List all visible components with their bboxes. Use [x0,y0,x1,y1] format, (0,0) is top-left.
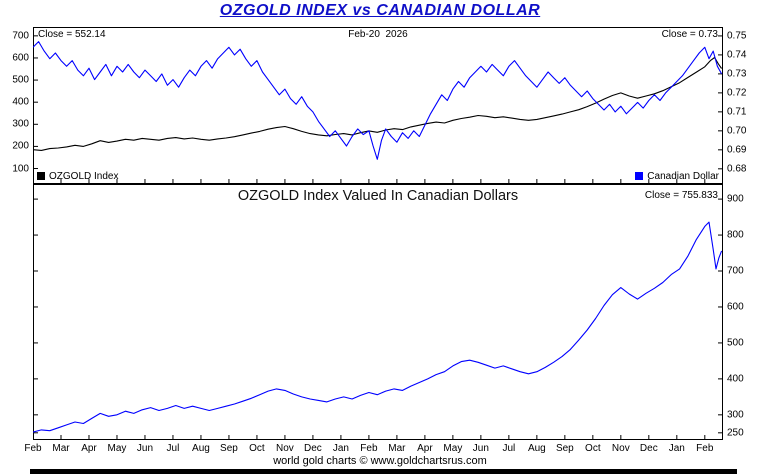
y-axis-tick-label-left: 100 [12,163,29,175]
legend-label-ozgold: OZGOLD Index [49,170,119,182]
top-chart-plot [33,27,723,184]
x-axis-tick-label: Jul [166,443,180,454]
y-axis-tick-label-right: 700 [727,265,744,277]
x-axis-tick-label: Sep [555,443,574,454]
x-axis-tick-label: May [443,443,463,454]
bottom-chart-plot [33,184,723,440]
bottom-chart-title: OZGOLD Index Valued In Canadian Dollars [237,188,519,204]
bottom-chart-panel: OZGOLD Index Valued In Canadian Dollars … [33,184,723,440]
x-axis-tick-label: Dec [639,443,658,454]
x-axis-tick-label: Mar [388,443,406,454]
x-axis-tick-label: Jun [136,443,154,454]
y-axis-tick-label-right: 0.74 [727,49,747,61]
top-close-right-annotation: Close = 0.73 [661,29,718,40]
x-axis-tick-label: Jul [502,443,516,454]
x-axis-tick-label: Oct [585,443,601,454]
y-axis-tick-label-right: 0.69 [727,144,747,156]
bottom-close-annotation: Close = 755.833 [644,190,718,201]
top-close-left-annotation: Close = 552.14 [38,29,106,40]
y-axis-tick-label-left: 700 [12,30,29,42]
y-axis-tick-label-right: 300 [727,409,744,421]
x-axis-tick-label: Aug [527,443,546,454]
y-axis-tick-label-left: 600 [12,52,29,64]
page-title: OZGOLD INDEX vs CANADIAN DOLLAR [219,2,541,19]
footer-credit: world gold charts © www.goldchartsrus.co… [273,455,487,467]
x-axis-tick-label: Jun [472,443,489,454]
legend-item-cad: Canadian Dollar [635,171,719,182]
y-axis-tick-label-right: 800 [727,229,744,241]
x-axis-tick-label: Feb [696,443,714,454]
x-axis-tick-label: May [107,443,127,454]
legend-item-ozgold: OZGOLD Index [37,171,118,182]
x-axis-tick-label: Nov [276,443,294,454]
ozgold-legend-swatch-icon [37,172,45,180]
x-axis-tick-label: Oct [249,443,265,454]
y-axis-tick-label-left: 300 [12,118,29,130]
x-axis-tick-label: Nov [611,443,630,454]
y-axis-tick-label-right: 600 [727,301,744,313]
y-axis-tick-label-left: 400 [12,96,29,108]
x-axis-tick-label: Jan [668,443,685,454]
legend: OZGOLD Index Canadian Dollar [37,170,719,182]
x-axis-tick-label: Sep [220,443,238,454]
top-chart-panel: Close = 552.14 Feb-20 2026 Close = 0.73 … [33,27,723,184]
y-axis-tick-label-right: 400 [727,373,744,385]
x-axis-tick-label: Feb [24,443,42,454]
y-axis-tick-label-right: 0.72 [727,87,747,99]
y-axis-tick-label-left: 500 [12,74,29,86]
x-axis-tick-label: Apr [81,443,97,454]
y-axis-tick-label-right: 500 [727,337,744,349]
y-axis-tick-label-right: 0.70 [727,125,747,137]
bottom-bar [30,469,737,474]
x-axis-tick-label: Mar [52,443,70,454]
y-axis-tick-label-right: 0.75 [727,30,747,42]
y-axis-tick-label-right: 0.71 [727,106,747,118]
legend-label-cad: Canadian Dollar [647,170,719,182]
y-axis-tick-label-right: 0.73 [727,68,747,80]
top-date-annotation: Feb-20 2026 [348,29,408,40]
x-axis-tick-label: Jan [332,443,349,454]
x-axis-tick-label: Apr [417,443,433,454]
y-axis-tick-label-right: 0.68 [727,163,747,175]
y-axis-tick-label-left: 200 [12,140,29,152]
cad-legend-swatch-icon [635,172,644,180]
x-axis-tick-label: Feb [360,443,378,454]
y-axis-tick-label-right: 900 [727,193,744,205]
y-axis-tick-label-right: 250 [727,427,744,439]
x-axis-tick-label: Aug [192,443,210,454]
x-axis-tick-label: Dec [304,443,322,454]
